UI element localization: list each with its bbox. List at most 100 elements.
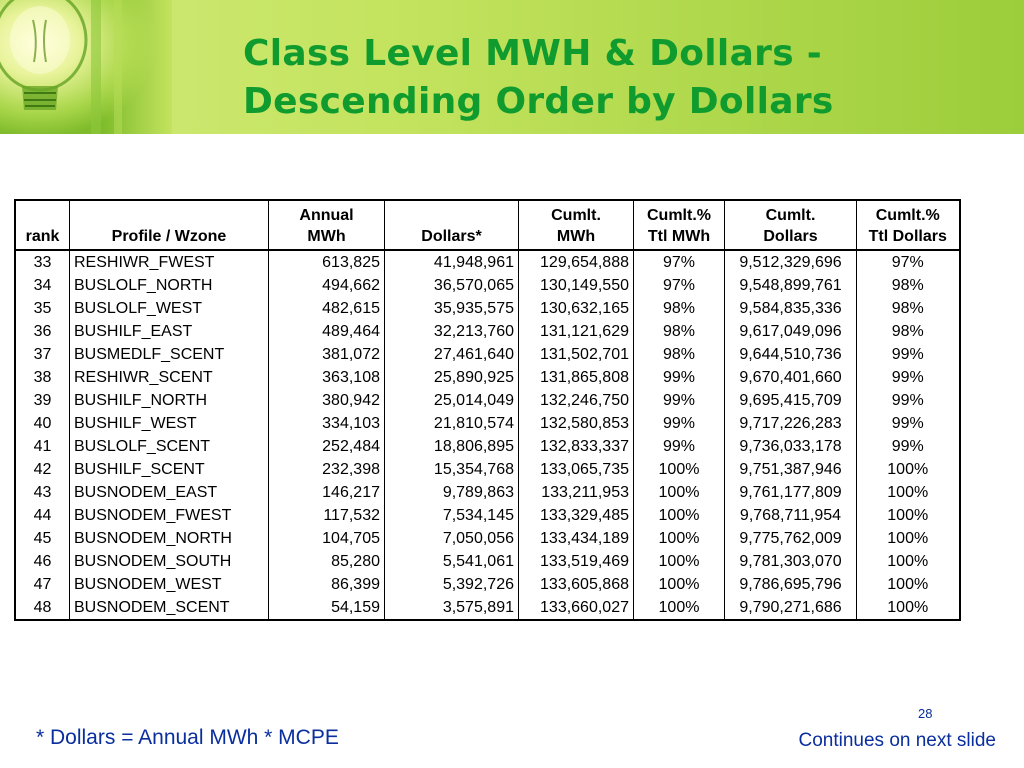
cell-profile: BUSNODEM_EAST bbox=[69, 481, 269, 504]
cell-cuml-pct-dollars: 98% bbox=[856, 320, 960, 343]
cell-cuml-mwh: 133,434,189 bbox=[518, 527, 634, 550]
cell-dollars: 7,050,056 bbox=[384, 527, 519, 550]
header-cuml-pct-dollars: Cumlt.% Ttl Dollars bbox=[856, 200, 960, 251]
cell-cuml-pct-dollars: 97% bbox=[856, 250, 960, 274]
cell-cuml-dollars: 9,781,303,070 bbox=[724, 550, 857, 573]
cell-dollars: 5,392,726 bbox=[384, 573, 519, 596]
table-row: 38 RESHIWR_SCENT 363,108 25,890,925 131,865,… bbox=[14, 366, 960, 389]
cell-cuml-dollars: 9,644,510,736 bbox=[724, 343, 857, 366]
table-row: 42 BUSHILF_SCENT 232,398 15,354,768 133,065,… bbox=[14, 458, 960, 481]
cell-profile: BUSNODEM_SOUTH bbox=[69, 550, 269, 573]
cell-annual-mwh: 489,464 bbox=[268, 320, 385, 343]
cell-cuml-mwh: 131,121,629 bbox=[518, 320, 634, 343]
cell-cuml-pct-dollars: 100% bbox=[856, 527, 960, 550]
cell-cuml-mwh: 133,065,735 bbox=[518, 458, 634, 481]
table-body: 33 RESHIWR_FWEST 613,825 41,948,961 129,654,… bbox=[14, 250, 960, 620]
cell-cuml-pct-mwh: 100% bbox=[633, 504, 725, 527]
light-bulb-icon bbox=[0, 0, 172, 134]
cell-rank: 39 bbox=[14, 389, 70, 412]
cell-cuml-mwh: 132,580,853 bbox=[518, 412, 634, 435]
page-title: Class Level MWH & Dollars - Descending O… bbox=[243, 30, 1013, 126]
title-line-1: Class Level MWH & Dollars - bbox=[243, 33, 823, 74]
cell-annual-mwh: 252,484 bbox=[268, 435, 385, 458]
cell-annual-mwh: 85,280 bbox=[268, 550, 385, 573]
cell-rank: 42 bbox=[14, 458, 70, 481]
cell-cuml-mwh: 133,605,868 bbox=[518, 573, 634, 596]
cell-cuml-pct-mwh: 100% bbox=[633, 596, 725, 620]
cell-profile: BUSLOLF_NORTH bbox=[69, 274, 269, 297]
cell-cuml-pct-mwh: 99% bbox=[633, 412, 725, 435]
table-row: 39 BUSHILF_NORTH 380,942 25,014,049 132,246,… bbox=[14, 389, 960, 412]
cell-cuml-pct-mwh: 100% bbox=[633, 573, 725, 596]
cell-cuml-mwh: 130,149,550 bbox=[518, 274, 634, 297]
cell-cuml-dollars: 9,786,695,796 bbox=[724, 573, 857, 596]
header-rank: rank bbox=[14, 200, 70, 251]
table-row: 46 BUSNODEM_SOUTH 85,280 5,541,061 133,519,4… bbox=[14, 550, 960, 573]
cell-cuml-pct-dollars: 100% bbox=[856, 573, 960, 596]
cell-profile: BUSNODEM_WEST bbox=[69, 573, 269, 596]
header-annual-mwh: Annual MWh bbox=[268, 200, 385, 251]
cell-annual-mwh: 494,662 bbox=[268, 274, 385, 297]
table-row: 35 BUSLOLF_WEST 482,615 35,935,575 130,632,1… bbox=[14, 297, 960, 320]
cell-cuml-pct-mwh: 98% bbox=[633, 343, 725, 366]
cell-cuml-dollars: 9,736,033,178 bbox=[724, 435, 857, 458]
cell-cuml-pct-mwh: 99% bbox=[633, 389, 725, 412]
cell-rank: 40 bbox=[14, 412, 70, 435]
cell-cuml-pct-mwh: 99% bbox=[633, 435, 725, 458]
cell-cuml-pct-dollars: 98% bbox=[856, 297, 960, 320]
cell-cuml-dollars: 9,695,415,709 bbox=[724, 389, 857, 412]
cell-rank: 41 bbox=[14, 435, 70, 458]
cell-cuml-mwh: 133,660,027 bbox=[518, 596, 634, 620]
cell-dollars: 9,789,863 bbox=[384, 481, 519, 504]
cell-profile: BUSHILF_WEST bbox=[69, 412, 269, 435]
cell-cuml-dollars: 9,790,271,686 bbox=[724, 596, 857, 620]
cell-cuml-dollars: 9,775,762,009 bbox=[724, 527, 857, 550]
cell-cuml-mwh: 129,654,888 bbox=[518, 250, 634, 274]
header-cuml-pct-mwh: Cumlt.% Ttl MWh bbox=[633, 200, 725, 251]
cell-cuml-mwh: 130,632,165 bbox=[518, 297, 634, 320]
cell-cuml-dollars: 9,548,899,761 bbox=[724, 274, 857, 297]
cell-cuml-dollars: 9,761,177,809 bbox=[724, 481, 857, 504]
cell-rank: 44 bbox=[14, 504, 70, 527]
cell-cuml-pct-dollars: 99% bbox=[856, 435, 960, 458]
cell-profile: BUSMEDLF_SCENT bbox=[69, 343, 269, 366]
header-dollars: Dollars* bbox=[384, 200, 519, 251]
cell-annual-mwh: 117,532 bbox=[268, 504, 385, 527]
cell-cuml-pct-dollars: 99% bbox=[856, 343, 960, 366]
cell-dollars: 25,014,049 bbox=[384, 389, 519, 412]
table-row: 48 BUSNODEM_SCENT 54,159 3,575,891 133,660,0… bbox=[14, 596, 960, 620]
cell-profile: RESHIWR_FWEST bbox=[69, 250, 269, 274]
cell-profile: BUSNODEM_NORTH bbox=[69, 527, 269, 550]
cell-cuml-pct-mwh: 98% bbox=[633, 297, 725, 320]
table-row: 33 RESHIWR_FWEST 613,825 41,948,961 129,654,… bbox=[14, 250, 960, 274]
cell-cuml-dollars: 9,584,835,336 bbox=[724, 297, 857, 320]
title-line-2: Descending Order by Dollars bbox=[243, 81, 834, 122]
cell-cuml-pct-mwh: 100% bbox=[633, 550, 725, 573]
table-row: 45 BUSNODEM_NORTH 104,705 7,050,056 133,434,… bbox=[14, 527, 960, 550]
table-row: 34 BUSLOLF_NORTH 494,662 36,570,065 130,149,… bbox=[14, 274, 960, 297]
cell-cuml-pct-dollars: 100% bbox=[856, 504, 960, 527]
table-row: 40 BUSHILF_WEST 334,103 21,810,574 132,580,8… bbox=[14, 412, 960, 435]
cell-cuml-pct-mwh: 100% bbox=[633, 458, 725, 481]
cell-annual-mwh: 86,399 bbox=[268, 573, 385, 596]
cell-rank: 48 bbox=[14, 596, 70, 620]
continues-note: Continues on next slide bbox=[798, 730, 996, 751]
cell-rank: 37 bbox=[14, 343, 70, 366]
cell-dollars: 35,935,575 bbox=[384, 297, 519, 320]
cell-annual-mwh: 482,615 bbox=[268, 297, 385, 320]
cell-profile: RESHIWR_SCENT bbox=[69, 366, 269, 389]
table-row: 43 BUSNODEM_EAST 146,217 9,789,863 133,211,9… bbox=[14, 481, 960, 504]
cell-cuml-pct-dollars: 99% bbox=[856, 389, 960, 412]
cell-annual-mwh: 104,705 bbox=[268, 527, 385, 550]
cell-rank: 38 bbox=[14, 366, 70, 389]
cell-cuml-mwh: 133,329,485 bbox=[518, 504, 634, 527]
table-row: 36 BUSHILF_EAST 489,464 32,213,760 131,121,6… bbox=[14, 320, 960, 343]
cell-rank: 47 bbox=[14, 573, 70, 596]
cell-cuml-pct-mwh: 97% bbox=[633, 274, 725, 297]
cell-dollars: 7,534,145 bbox=[384, 504, 519, 527]
cell-cuml-mwh: 133,211,953 bbox=[518, 481, 634, 504]
footnote: * Dollars = Annual MWh * MCPE bbox=[36, 726, 339, 749]
cell-cuml-dollars: 9,512,329,696 bbox=[724, 250, 857, 274]
cell-dollars: 3,575,891 bbox=[384, 596, 519, 620]
cell-dollars: 41,948,961 bbox=[384, 250, 519, 274]
